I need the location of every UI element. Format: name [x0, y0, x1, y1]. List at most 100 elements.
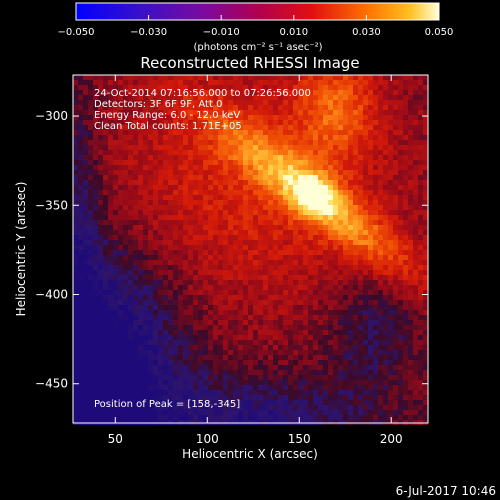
heatmap-cell-3886	[333, 345, 338, 350]
heatmap-cell-1637	[93, 190, 98, 195]
heatmap-cell-2497	[133, 250, 138, 255]
heatmap-cell-2460	[303, 245, 308, 250]
heatmap-cell-4242	[338, 370, 343, 375]
heatmap-cell-384	[218, 100, 223, 105]
heatmap-cell-2522	[258, 250, 263, 255]
heatmap-cell-2198	[413, 225, 418, 230]
heatmap-cell-1008	[143, 145, 148, 150]
heatmap-cell-1531	[273, 180, 278, 185]
heatmap-cell-1496	[98, 180, 103, 185]
heatmap-cell-4073	[203, 360, 208, 365]
heatmap-cell-1766	[383, 195, 388, 200]
heatmap-cell-415	[373, 100, 378, 105]
heatmap-cell-4010	[243, 355, 248, 360]
heatmap-cell-1192	[353, 155, 358, 160]
heatmap-cell-1928	[128, 210, 133, 215]
heatmap-cell-178	[253, 85, 258, 90]
heatmap-cell-3607	[358, 325, 363, 330]
heatmap-cell-1869	[188, 205, 193, 210]
heatmap-cell-4098	[328, 360, 333, 365]
heatmap-cell-3986	[123, 355, 128, 360]
heatmap-cell-1786	[128, 200, 133, 205]
heatmap-cell-346	[383, 95, 388, 100]
heatmap-cell-3477	[418, 315, 423, 320]
heatmap-cell-3781	[163, 340, 168, 345]
heatmap-cell-3855	[178, 345, 183, 350]
heatmap-cell-207	[398, 85, 403, 90]
heatmap-cell-1723	[168, 195, 173, 200]
heatmap-cell-1618	[353, 185, 358, 190]
heatmap-cell-2420	[103, 245, 108, 250]
heatmap-cell-4426	[193, 385, 198, 390]
heatmap-cell-4115	[413, 360, 418, 365]
heatmap-cell-3531	[333, 320, 338, 325]
heatmap-cell-1910	[393, 205, 398, 210]
heatmap-cell-927	[93, 140, 98, 145]
heatmap-cell-4720	[243, 405, 248, 410]
heatmap-cell-1831	[353, 200, 358, 205]
heatmap-cell-1011	[158, 145, 163, 150]
heatmap-cell-62	[383, 75, 388, 80]
heatmap-cell-3936	[228, 350, 233, 355]
heatmap-cell-3946	[278, 350, 283, 355]
heatmap-cell-3183	[368, 295, 373, 300]
heatmap-cell-4854	[203, 415, 208, 420]
heatmap-cell-393	[263, 100, 268, 105]
heatmap-cell-4765	[113, 410, 118, 415]
heatmap-cell-161	[168, 85, 173, 90]
heatmap-cell-3299	[238, 305, 243, 310]
heatmap-cell-1238	[228, 160, 233, 165]
heatmap-cell-660	[178, 120, 183, 125]
heatmap-cell-4071	[193, 360, 198, 365]
heatmap-cell-3761	[418, 335, 423, 340]
heatmap-cell-4418	[153, 385, 158, 390]
heatmap-cell-3393	[353, 310, 358, 315]
heatmap-cell-3698	[103, 335, 108, 340]
heatmap-cell-3726	[243, 335, 248, 340]
heatmap-cell-3133	[118, 295, 123, 300]
heatmap-cell-603	[248, 115, 253, 120]
heatmap-cell-3262	[408, 300, 413, 305]
heatmap-cell-4156	[263, 365, 268, 370]
heatmap-cell-707	[413, 120, 418, 125]
heatmap-cell-1811	[253, 200, 258, 205]
heatmap-cell-4207	[163, 370, 168, 375]
heatmap-cell-3683	[383, 330, 388, 335]
heatmap-cell-826	[298, 130, 303, 135]
heatmap-cell-4881	[338, 415, 343, 420]
heatmap-cell-436	[123, 105, 128, 110]
heatmap-cell-2798	[218, 270, 223, 275]
heatmap-cell-4028	[333, 355, 338, 360]
heatmap-cell-2864	[193, 275, 198, 280]
heatmap-cell-4176	[363, 365, 368, 370]
heatmap-cell-1988	[73, 215, 78, 220]
heatmap-cell-4779	[183, 410, 188, 415]
heatmap-cell-2387	[293, 240, 298, 245]
heatmap-cell-1348	[423, 165, 428, 170]
heatmap-cell-369	[143, 100, 148, 105]
heatmap-cell-2542	[358, 250, 363, 255]
heatmap-cell-981	[363, 140, 368, 145]
heatmap-cell-4605	[378, 395, 383, 400]
heatmap-cell-1383	[243, 170, 248, 175]
heatmap-cell-1881	[248, 205, 253, 210]
heatmap-cell-3270	[93, 305, 98, 310]
heatmap-cell-702	[388, 120, 393, 125]
heatmap-cell-1093	[213, 150, 218, 155]
heatmap-cell-2140	[123, 225, 128, 230]
heatmap-cell-1004	[123, 145, 128, 150]
heatmap-cell-2325	[338, 235, 343, 240]
heatmap-cell-1098	[238, 150, 243, 155]
heatmap-cell-132	[378, 80, 383, 85]
heatmap-cell-628	[373, 115, 378, 120]
heatmap-cell-4858	[223, 415, 228, 420]
heatmap-cell-1582	[173, 185, 178, 190]
heatmap-cell-891	[268, 135, 273, 140]
heatmap-cell-2949	[263, 280, 268, 285]
colorbar-tick-label-4: 0.030	[352, 27, 381, 38]
heatmap-cell-3971	[403, 350, 408, 355]
heatmap-cell-4766	[118, 410, 123, 415]
heatmap-cell-1075	[123, 150, 128, 155]
heatmap-cell-4157	[268, 365, 273, 370]
heatmap-cell-782	[78, 130, 83, 135]
